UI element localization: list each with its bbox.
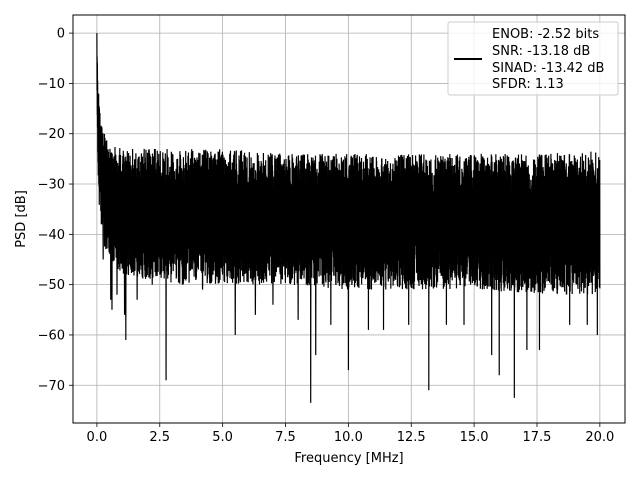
legend: ENOB: -2.52 bits SNR: -13.18 dB SINAD: -… <box>447 21 619 96</box>
y-tick-label: −10 <box>38 77 65 92</box>
x-tick-label: 0.0 <box>87 430 108 445</box>
x-tick-label: 7.5 <box>275 430 296 445</box>
y-tick-label: 0 <box>57 27 65 42</box>
x-axis-ticks: 0.0 2.5 5.0 7.5 10.0 12.5 15.0 17.5 20.0 <box>87 423 614 445</box>
legend-box <box>447 21 619 96</box>
y-tick-label: −20 <box>38 127 65 142</box>
legend-line-snr: SNR: -13.18 dB <box>492 44 590 59</box>
legend-line-enob: ENOB: -2.52 bits <box>492 27 599 42</box>
x-tick-label: 20.0 <box>585 430 614 445</box>
x-tick-label: 10.0 <box>334 430 363 445</box>
y-axis-label: PSD [dB] <box>14 190 29 248</box>
plot-frame <box>72 14 626 424</box>
legend-line-sfdr: SFDR: 1.13 <box>492 77 564 92</box>
x-tick-label: 17.5 <box>523 430 552 445</box>
y-tick-label: −70 <box>38 379 65 394</box>
x-tick-label: 15.0 <box>460 430 489 445</box>
psd-trace <box>96 33 601 403</box>
psd-series-line <box>96 33 601 403</box>
x-tick-label: 12.5 <box>397 430 426 445</box>
x-tick-label: 5.0 <box>212 430 233 445</box>
y-tick-label: −50 <box>38 278 65 293</box>
y-tick-label: −30 <box>38 178 65 193</box>
x-axis-label: Frequency [MHz] <box>294 451 403 466</box>
y-axis-ticks: 0 −10 −20 −30 −40 −50 −60 −70 <box>38 27 73 394</box>
y-tick-label: −40 <box>38 228 65 243</box>
y-tick-label: −60 <box>38 328 65 343</box>
x-tick-label: 2.5 <box>149 430 170 445</box>
legend-line-sinad: SINAD: -13.42 dB <box>492 61 604 76</box>
